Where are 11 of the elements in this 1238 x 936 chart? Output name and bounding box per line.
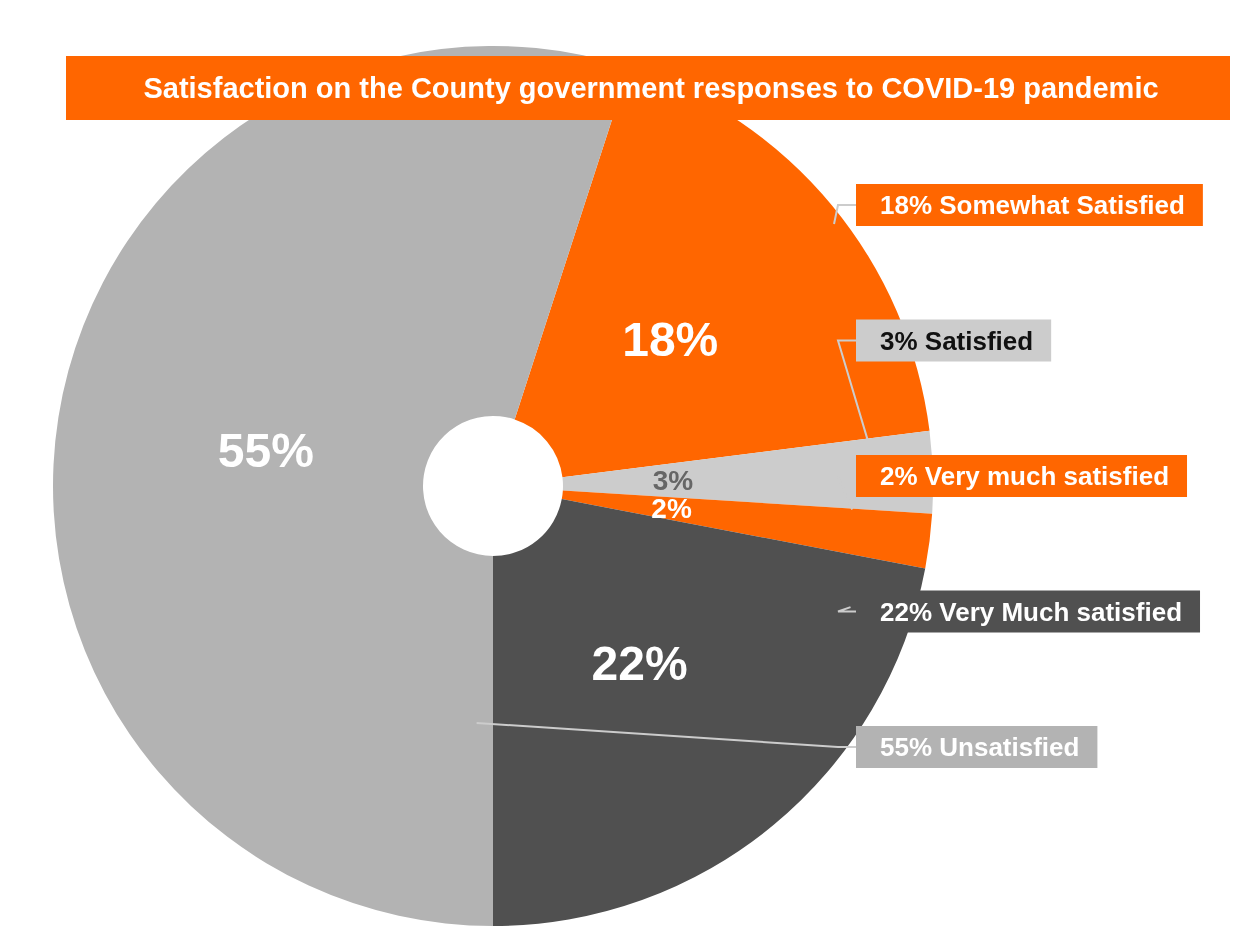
data-label: 3%	[652, 464, 694, 496]
slice-label: 55% Unsatisfied	[880, 732, 1080, 762]
text: Satisfaction on the County government responses to COVID-19 pandemic	[143, 72, 1159, 104]
slice-label: 2% Very much satisfied	[880, 461, 1170, 491]
slice-label: 3% Satisfied	[880, 325, 1034, 356]
slice-label: 18% Somewhat Satisfied	[880, 190, 1185, 220]
data-label: 2%	[651, 493, 692, 525]
data-label: 55%	[217, 423, 314, 477]
data-label: 18%	[622, 312, 719, 366]
slice-label: 22% Very Much satisfied	[880, 596, 1183, 627]
data-label: 22%	[591, 636, 688, 690]
